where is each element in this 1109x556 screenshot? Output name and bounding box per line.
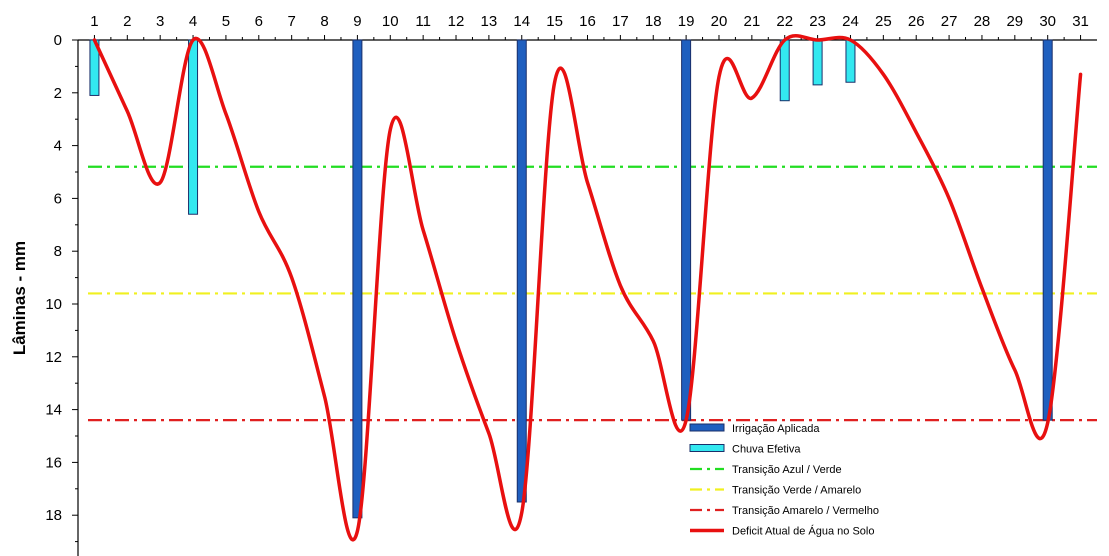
x-tick-label: 29 — [1006, 13, 1023, 30]
bar-irrigacao — [681, 39, 692, 421]
bar-chuva — [779, 39, 790, 102]
x-tick-label: 23 — [809, 13, 826, 30]
x-tick-label: 12 — [448, 13, 465, 30]
y-tick-label: 14 — [45, 402, 62, 419]
x-tick-label: 31 — [1072, 13, 1089, 30]
x-tick-label: 17 — [612, 13, 629, 30]
x-tick-label: 21 — [744, 13, 761, 30]
x-tick-label: 9 — [353, 13, 361, 30]
x-tick-label: 4 — [189, 13, 197, 30]
x-tick-label: 20 — [711, 13, 728, 30]
y-tick-label: 12 — [45, 349, 62, 366]
x-tick-label: 27 — [941, 13, 958, 30]
legend-label: Transição Azul / Verde — [732, 464, 842, 476]
x-tick-label: 10 — [382, 13, 399, 30]
x-tick-label: 26 — [908, 13, 925, 30]
x-tick-label: 15 — [546, 13, 563, 30]
x-tick-label: 7 — [287, 13, 295, 30]
bar-chuva — [188, 39, 199, 215]
x-tick-label: 14 — [513, 13, 530, 30]
x-tick-label: 6 — [255, 13, 263, 30]
deficit-line — [92, 33, 1083, 542]
bar-chuva — [845, 39, 856, 83]
bar-irrigacao — [352, 39, 363, 519]
bar-irrigacao — [1042, 39, 1053, 421]
legend-swatch — [689, 423, 725, 432]
x-tick-label: 11 — [415, 13, 431, 30]
x-tick-label: 13 — [481, 13, 498, 30]
y-tick-label: 18 — [45, 507, 62, 524]
bar-irrigacao — [516, 39, 527, 503]
legend-label: Chuva Efetiva — [732, 444, 801, 456]
x-tick-label: 19 — [678, 13, 695, 30]
y-tick-label: 16 — [45, 454, 62, 471]
x-tick-label: 3 — [156, 13, 164, 30]
legend-label: Transição Verde / Amarelo — [732, 485, 861, 497]
x-tick-label: 1 — [90, 13, 98, 30]
y-tick-label: 2 — [54, 85, 62, 102]
x-tick-label: 25 — [875, 13, 892, 30]
x-tick-label: 16 — [579, 13, 596, 30]
legend: Irrigação Aplicada Chuva Efetiva Transição… — [689, 423, 879, 538]
x-tick-label: 30 — [1039, 13, 1056, 30]
x-tick-label: 5 — [222, 13, 230, 30]
legend-label: Deficit Atual de Água no Solo — [732, 525, 874, 538]
x-tick-label: 22 — [776, 13, 793, 30]
y-tick-label: 10 — [45, 296, 62, 313]
y-tick-label: 4 — [54, 138, 62, 155]
y-tick-label: 6 — [54, 190, 62, 207]
x-tick-label: 2 — [123, 13, 131, 30]
x-tick-label: 18 — [645, 13, 662, 30]
legend-swatch — [689, 444, 725, 452]
x-tick-label: 28 — [974, 13, 991, 30]
legend-label: Irrigação Aplicada — [732, 423, 820, 435]
x-tick-label: 24 — [842, 13, 859, 30]
y-tick-label: 0 — [54, 32, 62, 49]
x-tick-label: 8 — [320, 13, 328, 30]
legend-label: Transição Amarelo / Vermelho — [732, 505, 879, 517]
y-tick-label: 8 — [54, 243, 62, 260]
bar-chuva — [812, 39, 823, 86]
y-axis-title: Lâminas - mm — [10, 241, 29, 355]
